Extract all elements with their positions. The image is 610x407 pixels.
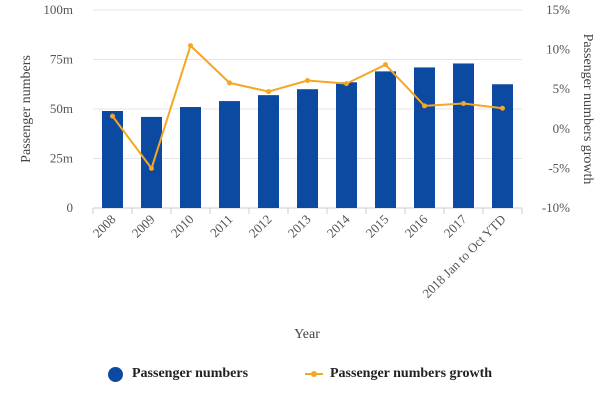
right-axis-ticks: -10% -5% 0% 5% 10% 15% — [542, 2, 570, 215]
x-tick-label: 2017 — [441, 211, 470, 240]
growth-point — [383, 62, 388, 68]
x-tick-label: 2010 — [168, 212, 197, 241]
growth-point — [461, 100, 466, 106]
legend-item-passenger-numbers-growth[interactable]: Passenger numbers growth — [305, 366, 492, 382]
bar — [102, 110, 123, 208]
legend-line-swatch — [305, 371, 323, 377]
right-tick-label: -10% — [542, 200, 570, 215]
bar — [297, 89, 318, 208]
bar — [180, 107, 201, 208]
x-tick-label: 2013 — [285, 212, 314, 241]
right-tick-label: 15% — [546, 2, 570, 17]
x-tick-label: 2011 — [207, 212, 236, 241]
bar — [492, 84, 513, 208]
bar — [414, 67, 435, 208]
left-tick-label: 50m — [50, 101, 73, 116]
x-tick-label: 2009 — [129, 212, 158, 241]
growth-point — [110, 113, 115, 119]
legend-label-passenger-numbers-growth: Passenger numbers growth — [330, 366, 493, 381]
left-tick-label: 75m — [50, 52, 73, 67]
growth-point — [149, 165, 154, 171]
x-tick-label: 2012 — [246, 212, 275, 241]
bar-series — [102, 63, 513, 209]
left-tick-label: 25m — [50, 151, 73, 166]
left-tick-label: 100m — [43, 2, 73, 17]
growth-point — [188, 43, 193, 49]
right-y-axis-title: Passenger numbers growth — [580, 34, 595, 185]
legend-item-passenger-numbers[interactable]: Passenger numbers — [108, 366, 248, 382]
right-tick-label: 10% — [546, 42, 570, 57]
right-tick-label: -5% — [548, 160, 570, 175]
x-axis-title: Year — [294, 327, 320, 342]
growth-point — [500, 105, 505, 111]
growth-point — [266, 89, 271, 95]
x-tick-label: 2008 — [90, 212, 119, 241]
legend-bar-swatch — [108, 366, 123, 382]
legend-label-passenger-numbers: Passenger numbers — [132, 366, 249, 381]
bar — [336, 82, 357, 208]
bar — [141, 116, 162, 208]
y-axis-title: Passenger numbers — [19, 55, 34, 163]
x-tick-label: 2015 — [363, 212, 392, 241]
bar — [258, 95, 279, 208]
bar — [453, 63, 474, 209]
x-tick-label: 2014 — [324, 211, 353, 240]
x-tick-label: 2016 — [402, 211, 431, 240]
bar — [219, 101, 240, 208]
legend: Passenger numbers Passenger numbers grow… — [0, 366, 610, 386]
right-tick-label: 5% — [553, 81, 571, 96]
left-tick-label: 0 — [67, 200, 74, 215]
x-axis-ticks: 2008 2009 2010 2011 2012 2013 2014 2015 2016 2017… — [90, 208, 523, 301]
growth-point — [227, 80, 232, 86]
right-tick-label: 0% — [553, 121, 571, 136]
left-axis-ticks: 0 25m 50m 75m 100m — [43, 2, 73, 215]
growth-point — [422, 103, 427, 109]
line-series — [110, 43, 505, 171]
growth-point — [305, 77, 310, 83]
growth-point — [344, 81, 349, 87]
bar — [375, 71, 396, 208]
